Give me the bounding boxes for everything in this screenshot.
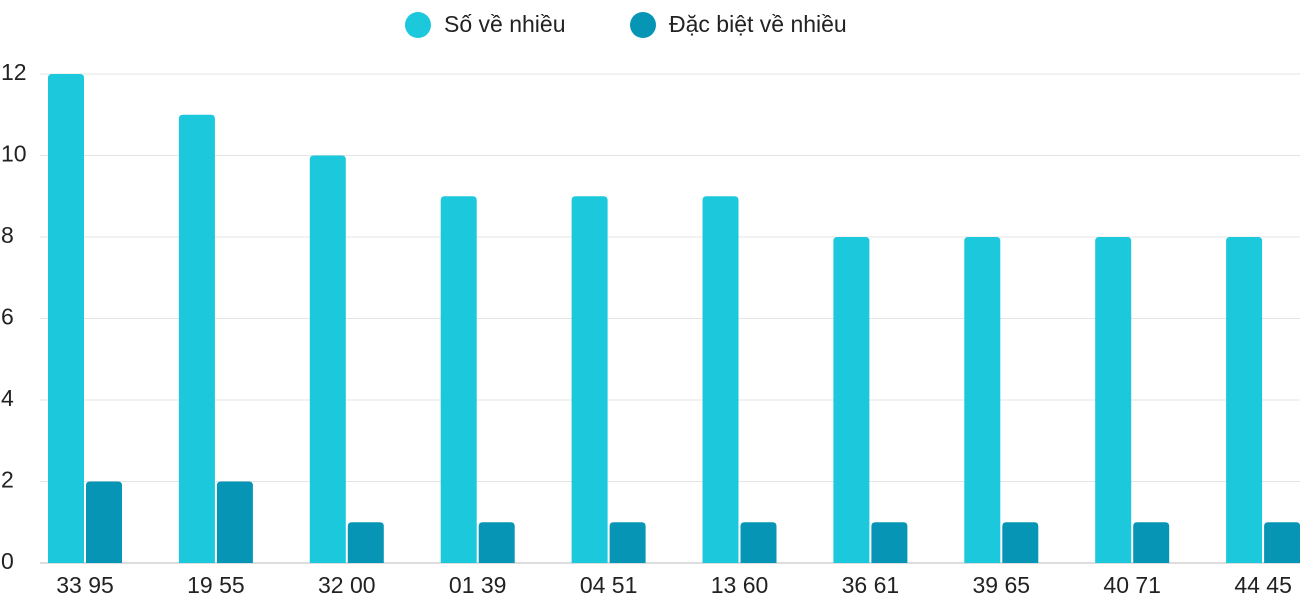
bar	[309, 155, 346, 563]
x-tick-label: 32 00	[318, 572, 376, 598]
y-tick-label: 12	[1, 59, 27, 85]
bar	[1264, 522, 1300, 563]
bar	[347, 522, 384, 563]
bar	[702, 196, 739, 563]
bar	[1095, 237, 1132, 563]
y-tick-label: 2	[1, 467, 14, 493]
bar	[571, 196, 608, 563]
y-tick-label: 8	[1, 222, 14, 248]
x-tick-label: 40 71	[1103, 572, 1161, 598]
legend-marker	[405, 12, 431, 38]
bar	[478, 522, 515, 563]
bar	[1226, 237, 1263, 563]
legend-label: Đặc biệt về nhiều	[669, 11, 847, 37]
x-tick-label: 39 65	[973, 572, 1031, 598]
legend-marker	[630, 12, 656, 38]
bar	[1133, 522, 1170, 563]
bar	[871, 522, 908, 563]
y-tick-label: 0	[1, 548, 14, 574]
bar	[1002, 522, 1039, 563]
x-tick-label: 04 51	[580, 572, 638, 598]
bar	[86, 481, 122, 563]
bar	[609, 522, 646, 563]
bar	[178, 114, 215, 563]
bar	[833, 237, 870, 563]
legend-label: Số về nhiều	[444, 11, 565, 37]
y-tick-label: 6	[1, 304, 14, 330]
x-tick-label: 33 95	[56, 572, 114, 598]
x-tick-label: 01 39	[449, 572, 507, 598]
x-tick-label: 19 55	[187, 572, 245, 598]
y-tick-label: 10	[1, 141, 27, 167]
y-tick-label: 4	[1, 385, 14, 411]
bar	[48, 74, 84, 563]
bar	[440, 196, 477, 563]
bar	[740, 522, 777, 563]
bar	[216, 481, 253, 563]
x-tick-label: 36 61	[842, 572, 900, 598]
x-tick-label: 44 45	[1234, 572, 1292, 598]
x-tick-label: 13 60	[711, 572, 769, 598]
bar	[964, 237, 1001, 563]
